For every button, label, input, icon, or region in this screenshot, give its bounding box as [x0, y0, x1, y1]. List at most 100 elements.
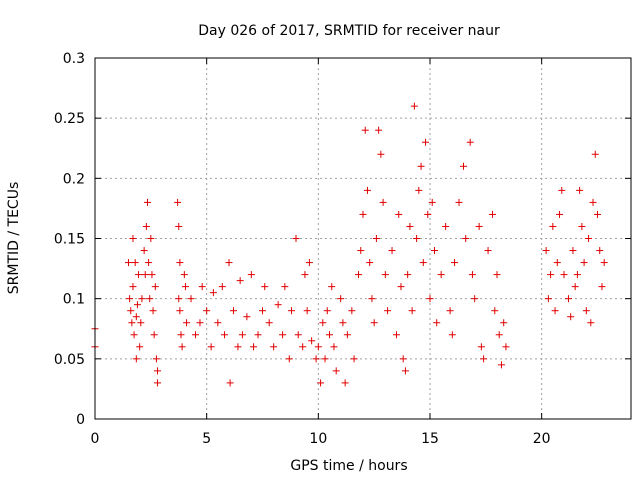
data-point: [585, 235, 593, 242]
data-point: [180, 271, 188, 279]
data-point: [137, 319, 145, 327]
data-point: [136, 343, 144, 351]
data-point: [175, 222, 183, 230]
data-point: [381, 271, 389, 279]
data-point: [401, 367, 409, 375]
data-point: [326, 331, 333, 339]
data-point: [377, 150, 385, 158]
data-point: [328, 283, 336, 291]
data-point: [175, 295, 183, 303]
data-point: [339, 319, 347, 327]
data-point: [437, 271, 445, 279]
data-point: [305, 259, 313, 267]
data-point: [426, 295, 434, 303]
data-point: [462, 235, 470, 242]
data-point: [292, 235, 300, 242]
data-point: [419, 259, 427, 267]
data-point: [587, 319, 595, 327]
data-point: [323, 307, 331, 315]
data-point: [551, 307, 559, 315]
data-point: [192, 331, 199, 339]
data-point: [355, 271, 363, 279]
data-point: [491, 307, 499, 315]
data-point: [393, 331, 400, 339]
data-point: [578, 222, 586, 230]
data-point: [146, 295, 154, 303]
data-point: [238, 331, 246, 339]
y-tick-label: 0.15: [54, 232, 85, 248]
data-point: [319, 319, 327, 327]
data-point: [149, 307, 157, 315]
data-point: [221, 331, 229, 339]
data-point: [388, 247, 396, 255]
data-point: [198, 283, 206, 291]
data-point: [196, 319, 204, 327]
data-point: [395, 210, 403, 218]
data-point: [274, 301, 282, 309]
data-point: [317, 379, 325, 387]
data-point: [129, 283, 137, 291]
data-point: [553, 259, 561, 267]
data-point: [544, 295, 552, 303]
data-point: [591, 150, 599, 158]
data-point: [475, 222, 483, 230]
data-point: [406, 222, 414, 230]
data-point: [366, 259, 374, 267]
data-point: [145, 259, 153, 267]
data-point: [270, 343, 278, 351]
y-tick-label: 0.2: [63, 171, 85, 187]
data-point: [596, 247, 604, 255]
data-point: [422, 138, 430, 146]
data-point: [250, 343, 258, 351]
data-point: [135, 271, 143, 279]
data-point: [598, 283, 606, 291]
y-tick-label: 0.25: [54, 111, 85, 127]
data-point: [176, 307, 184, 315]
data-point: [573, 271, 581, 279]
data-point: [455, 198, 463, 206]
data-point: [567, 313, 575, 321]
data-point: [399, 355, 407, 363]
y-tick-label: 0.1: [63, 292, 85, 308]
data-point: [368, 295, 376, 303]
data-point: [154, 379, 162, 387]
data-point: [218, 283, 226, 291]
data-point: [558, 186, 566, 194]
data-point: [243, 313, 251, 321]
data-point: [477, 343, 485, 351]
data-point: [502, 343, 510, 351]
y-tick-label: 0.05: [54, 352, 85, 368]
data-point: [178, 343, 186, 351]
data-point: [174, 198, 182, 206]
data-point: [229, 307, 237, 315]
data-point: [424, 210, 432, 218]
data-point: [247, 271, 255, 279]
data-point: [410, 102, 418, 110]
data-point: [564, 295, 572, 303]
data-point: [361, 126, 369, 134]
data-point: [556, 210, 564, 218]
data-point: [142, 222, 150, 230]
data-point: [332, 367, 340, 375]
data-point: [132, 313, 140, 321]
data-point: [148, 271, 156, 279]
data-point: [594, 210, 601, 218]
data-point: [571, 283, 579, 291]
data-point: [321, 355, 329, 363]
data-point: [225, 259, 233, 267]
x-tick-label: 0: [91, 431, 100, 447]
plot-frame: [94, 57, 632, 420]
data-point: [576, 186, 584, 194]
data-point: [131, 259, 139, 267]
data-point: [254, 331, 262, 339]
data-point: [404, 271, 412, 279]
data-point: [143, 198, 151, 206]
data-point: [489, 210, 497, 218]
data-point: [187, 295, 195, 303]
x-tick-label: 5: [202, 431, 211, 447]
data-point: [350, 355, 358, 363]
data-point: [141, 271, 149, 279]
data-point: [542, 247, 550, 255]
data-points: [91, 102, 608, 387]
data-point: [130, 331, 138, 339]
